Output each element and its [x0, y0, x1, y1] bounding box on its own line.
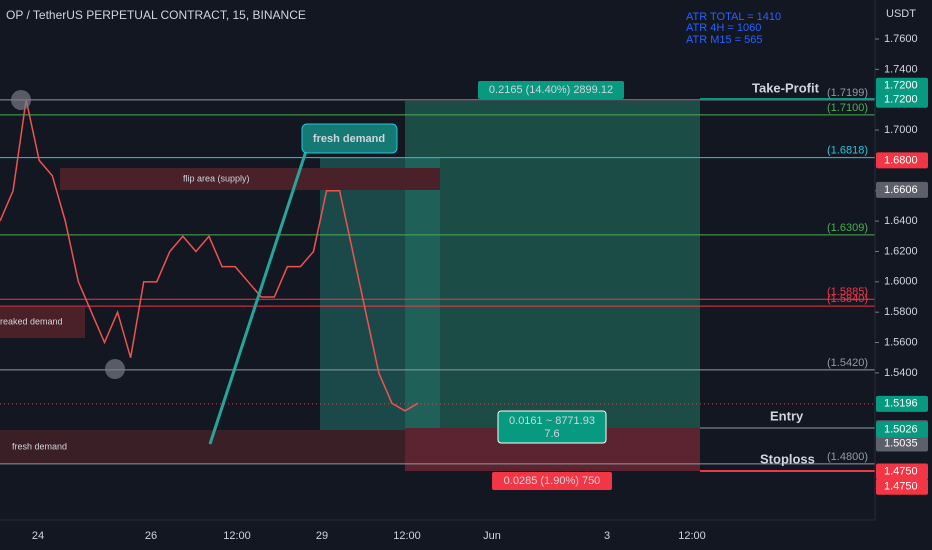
marker [11, 90, 31, 110]
y-tick-label: 1.6000 [884, 276, 918, 288]
price-badge-label: 1.6800 [884, 154, 918, 166]
tp-label: Take-Profit [752, 80, 820, 95]
price-badge-label: 1.4750 [884, 481, 918, 493]
zone-label: flip area (supply) [183, 173, 250, 183]
callout-pointer [208, 144, 310, 445]
y-tick-label: 1.5400 [884, 367, 918, 379]
entry-label: Entry [770, 408, 804, 423]
currency: USDT [886, 8, 916, 20]
title: OP / TetherUS PERPETUAL CONTRACT, 15, BI… [6, 8, 306, 22]
price-badge-label: 1.5035 [884, 437, 918, 449]
y-tick-label: 1.6200 [884, 245, 918, 257]
price-badge [876, 463, 928, 480]
level-label: (1.5420) [827, 357, 868, 369]
atr: ATR 4H = 1060 [686, 22, 761, 34]
atr: ATR M15 = 565 [686, 34, 763, 46]
x-tick-label: Jun [483, 530, 501, 542]
x-tick-label: 12:00 [678, 530, 706, 542]
price-badge-label: 1.5196 [884, 398, 918, 410]
info-box [497, 410, 607, 444]
price-badge-label: 1.6606 [884, 184, 918, 196]
zone-label: fresh demand [12, 441, 67, 451]
y-tick-label: 1.5600 [884, 336, 918, 348]
x-tick-label: 12:00 [223, 530, 251, 542]
level-label: (1.4800) [827, 451, 868, 463]
price-badge-label: 1.7200 [884, 80, 918, 92]
price-badge [876, 395, 928, 412]
target-text: 0.2165 (14.40%) 2899.12 [489, 84, 613, 96]
price-badge [876, 435, 928, 452]
fresh-zone [0, 430, 405, 464]
atr: ATR TOTAL = 1410 [686, 11, 781, 23]
callout-text: fresh demand [313, 133, 385, 145]
y-tick-label: 1.7600 [884, 33, 918, 45]
level-label: (1.6309) [827, 222, 868, 234]
price-badge [876, 181, 928, 198]
level-label: (1.5840) [827, 293, 868, 305]
demand-zone [320, 158, 440, 430]
x-tick-label: 29 [316, 530, 328, 542]
target-zone [405, 101, 700, 428]
y-tick-label: 1.7000 [884, 124, 918, 136]
stop-text: 0.0285 (1.90%) 750 [504, 475, 601, 487]
breaked-zone [0, 307, 85, 338]
price-badge [876, 478, 928, 495]
price-path [0, 99, 419, 412]
level-label: (1.5885) [827, 286, 868, 298]
price-badge-label: 1.4750 [884, 465, 918, 477]
price-badge [876, 421, 928, 438]
callout-box [301, 123, 398, 154]
supply-zone [60, 168, 440, 190]
target-box [478, 81, 624, 99]
level-label: (1.7100) [827, 102, 868, 114]
level-label: (1.7199) [827, 87, 868, 99]
zone-label: reaked demand [0, 316, 63, 326]
info-text: 0.0161 ~ 8771.93 [509, 415, 595, 427]
price-badge [876, 152, 928, 169]
y-tick-label: 1.5800 [884, 306, 918, 318]
marker [105, 359, 125, 379]
price-badge [876, 77, 928, 94]
price-badge [876, 91, 928, 108]
x-tick-label: 12:00 [393, 530, 421, 542]
x-tick-label: 24 [32, 530, 44, 542]
x-tick-label: 3 [604, 530, 610, 542]
x-tick-label: 26 [145, 530, 157, 542]
stop-box [492, 472, 612, 490]
info-text: 7.6 [544, 428, 559, 440]
price-badge-label: 1.5026 [884, 424, 918, 436]
sl-label: Stoploss [760, 451, 815, 466]
price-badge-label: 1.7200 [884, 94, 918, 106]
y-tick-label: 1.7400 [884, 63, 918, 75]
level-label: (1.6818) [827, 145, 868, 157]
y-tick-label: 1.6400 [884, 215, 918, 227]
